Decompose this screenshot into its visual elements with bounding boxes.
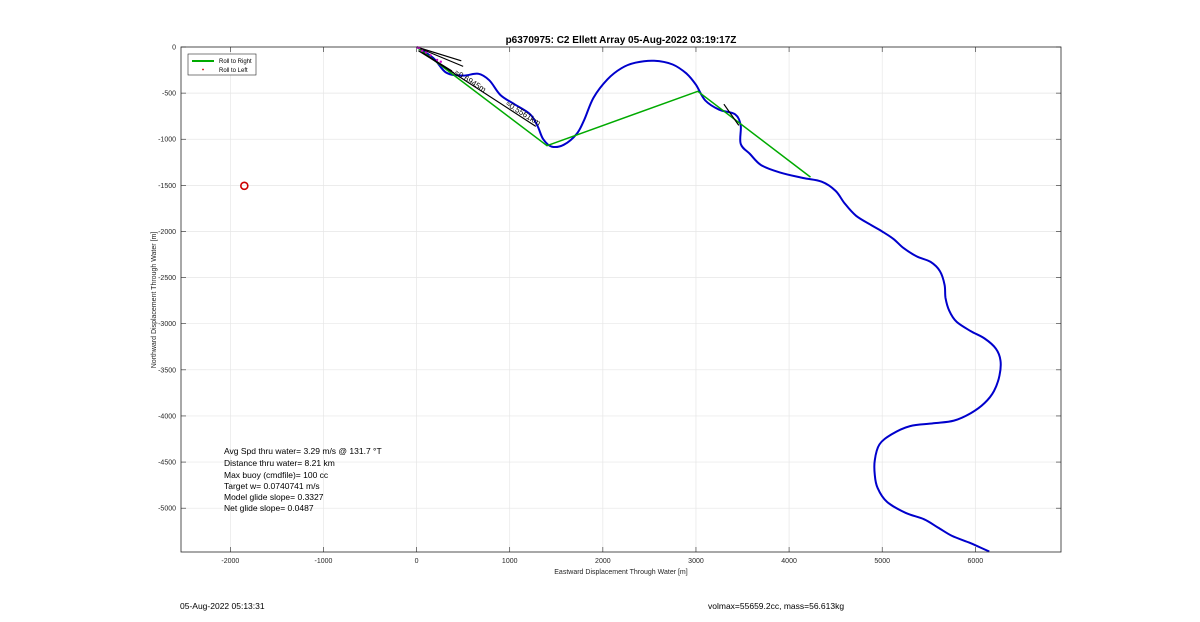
y-tick-label: -3000 [158,321,176,328]
heading-line [416,46,462,62]
x-tick-label: -1000 [315,558,333,565]
footer-vehicle-info: volmax=55659.2cc, mass=56.613kg [708,601,845,611]
stats-line: Net glide slope= 0.0487 [224,503,314,513]
stats-line: Max buoy (cmdfile)= 100 cc [224,470,329,480]
y-tick-label: -2000 [158,229,176,236]
legend-box [187,53,257,76]
x-tick-label: 5000 [874,558,890,565]
heading-line [416,46,464,67]
stats-line: Target w= 0.0740741 m/s [224,481,320,491]
y-axis-label: Northward Displacement Through Water [m] [151,232,158,369]
legend-label-roll-right: Roll to Right [219,59,252,65]
legend: Roll to Right Roll to Left [187,53,257,76]
plot-frame [180,46,1062,553]
plot-area [181,47,1061,552]
x-tick-label: 3000 [688,558,704,565]
heading-line [723,103,740,126]
start-point [435,58,439,62]
y-tick-label: -1500 [158,183,176,190]
y-tick-label: 0 [172,45,176,52]
stats-line: Avg Spd thru water= 3.29 m/s @ 131.7 °T [224,446,382,456]
legend-label-roll-left: Roll to Left [219,68,248,74]
stats-box: Avg Spd thru water= 3.29 m/s @ 131.7 °T … [224,446,382,513]
x-axis-label: Eastward Displacement Through Water [m] [554,569,687,576]
target-marker [240,181,249,191]
stats-line: Model glide slope= 0.3327 [224,492,324,502]
x-tick-label: -2000 [221,558,239,565]
y-tick-label: -4000 [158,413,176,420]
x-tick-label: 6000 [968,558,984,565]
x-tick-label: 1000 [502,558,518,565]
axis-ticks: -2000 -1000 0 1000 2000 3000 4000 5000 6000 0 -500… [158,45,1061,565]
track-line [416,46,1002,553]
y-tick-label: -5000 [158,506,176,513]
roll-right-line [416,46,811,178]
x-tick-label: 0 [415,558,419,565]
y-tick-label: -3500 [158,367,176,374]
stats-line: Distance thru water= 8.21 km [224,458,335,468]
start-point [424,51,428,54]
y-tick-label: -4500 [158,460,176,467]
start-point [439,60,443,63]
footer-timestamp: 05-Aug-2022 05:13:31 [180,601,265,611]
heading-line [427,55,537,127]
start-point [420,49,424,52]
x-tick-label: 4000 [781,558,797,565]
y-tick-label: -500 [162,91,176,98]
start-point [429,54,432,57]
chart-title: p6370975: C2 Ellett Array 05-Aug-2022 03… [506,35,737,46]
y-tick-label: -1000 [158,137,176,144]
y-tick-label: -2500 [158,275,176,282]
legend-swatch-roll-left [202,68,204,71]
x-tick-label: 2000 [595,558,611,565]
